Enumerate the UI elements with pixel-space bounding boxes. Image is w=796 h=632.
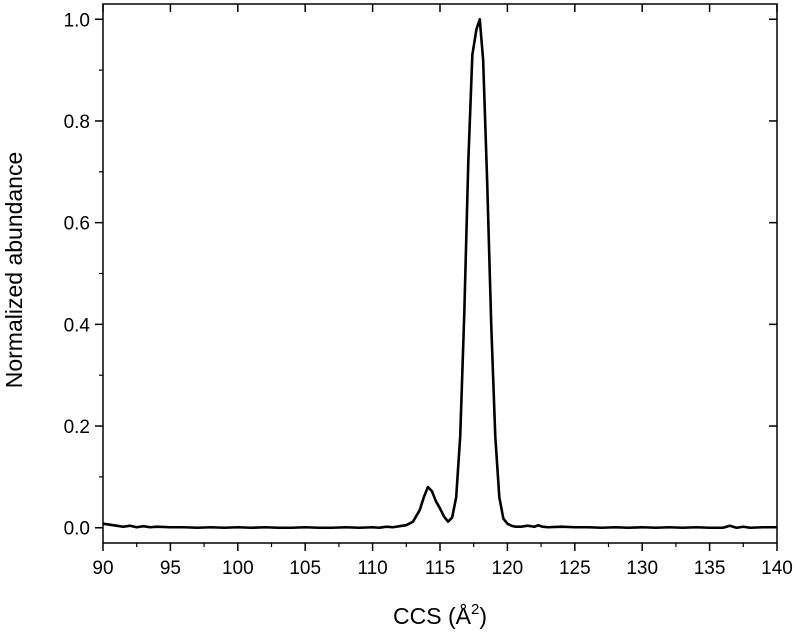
plot-area — [102, 3, 778, 544]
x-tick-label: 120 — [492, 558, 524, 579]
series-line — [102, 17, 777, 530]
x-tick-label: 90 — [92, 558, 113, 579]
x-tick-label: 135 — [694, 558, 726, 579]
x-axis-title: CCS (Å2) — [393, 601, 487, 629]
x-tick-label: 95 — [160, 558, 181, 579]
x-axis-title-close: ) — [479, 603, 487, 629]
x-tick-label: 110 — [357, 558, 387, 579]
y-axis-title: Normalized abundance — [1, 152, 27, 389]
x-tick-label: 125 — [559, 558, 591, 579]
y-tick-label: 0.2 — [64, 417, 90, 438]
x-tick-label: 105 — [289, 558, 321, 579]
series-group — [102, 17, 777, 530]
x-axis: 90 95 100 105 110 115 120 125 130 135 140 — [92, 4, 793, 579]
x-tick-label: 140 — [761, 558, 793, 579]
y-tick-label: 1.0 — [64, 10, 90, 31]
y-tick-label: 0.4 — [64, 315, 91, 336]
x-axis-title-main: CCS (Å — [393, 602, 472, 629]
x-tick-label: 100 — [222, 558, 254, 579]
y-tick-label: 0.6 — [64, 214, 90, 235]
x-axis-title-sup: 2 — [471, 601, 479, 618]
y-tick-label: 0.0 — [64, 519, 90, 540]
plot-frame — [102, 3, 778, 544]
y-tick-label: 0.8 — [64, 112, 90, 133]
x-tick-label: 115 — [425, 558, 455, 579]
y-axis: 0.0 0.2 0.4 0.6 0.8 1.0 — [64, 10, 777, 540]
x-tick-label: 130 — [626, 558, 658, 579]
